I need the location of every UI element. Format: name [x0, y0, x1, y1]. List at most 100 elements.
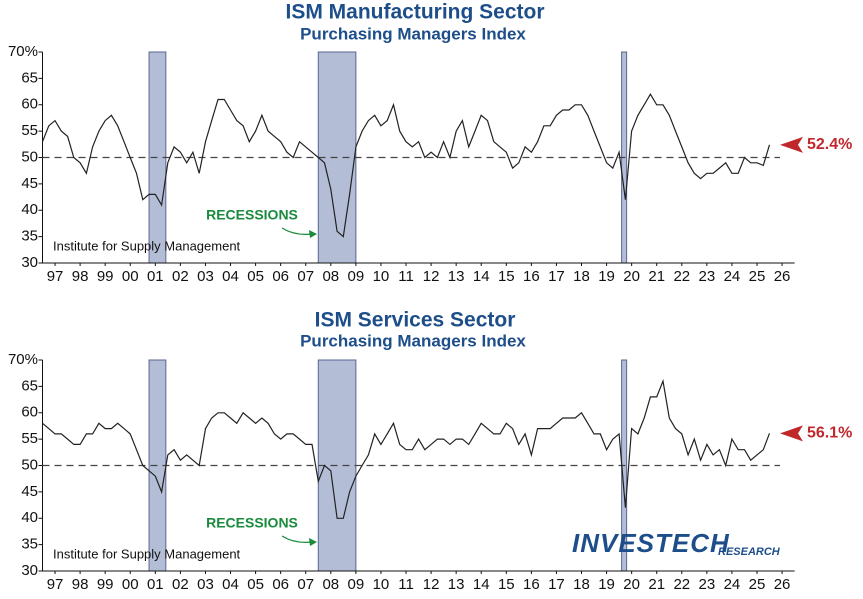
x-tick-label: 22 [673, 576, 690, 593]
y-tick-label: 55 [21, 430, 38, 447]
y-tick-label: 30 [21, 562, 38, 579]
y-tick-label: 35 [21, 228, 38, 245]
x-tick-label: 15 [498, 576, 515, 593]
x-tick-label: 26 [774, 576, 791, 593]
y-tick-label: 60 [21, 96, 38, 113]
x-tick-label: 18 [573, 268, 590, 285]
index-line [41, 93, 771, 238]
y-tick-label: 55 [21, 122, 38, 139]
recession-arrow [281, 227, 313, 236]
x-tick-label: 02 [172, 576, 189, 593]
y-tick-label: 40 [21, 509, 38, 526]
source: Institute for Supply Management [53, 238, 241, 253]
x-tick-label: 23 [699, 268, 716, 285]
x-tick-label: 24 [724, 268, 741, 285]
x-tick-label: 00 [122, 576, 139, 593]
x-tick-label: 15 [498, 268, 515, 285]
x-tick-label: 09 [348, 576, 365, 593]
x-tick-label: 10 [373, 576, 390, 593]
x-tick-label: 20 [623, 576, 640, 593]
x-tick-label: 19 [598, 576, 615, 593]
x-tick-label: 25 [749, 576, 766, 593]
recession-arrow-head [309, 538, 317, 546]
x-tick-label: 21 [648, 268, 665, 285]
x-tick-label: 98 [72, 268, 89, 285]
latest-label: 52.4% [807, 136, 852, 153]
recession-label: RECESSIONS [206, 207, 298, 223]
x-tick-label: 01 [147, 576, 164, 593]
x-tick-label: 14 [473, 268, 490, 285]
x-tick-label: 11 [398, 576, 414, 593]
latest-marker [780, 425, 803, 442]
x-tick-label: 98 [72, 576, 89, 593]
y-tick-label: 45 [21, 175, 38, 192]
y-tick-label: 40 [21, 201, 38, 218]
chart-title: ISM Services Sector [315, 309, 516, 332]
y-tick-label: 45 [21, 483, 38, 500]
chart-title: ISM Manufacturing Sector [285, 1, 544, 24]
x-tick-label: 07 [297, 576, 314, 593]
x-tick-label: 26 [774, 268, 791, 285]
x-tick-label: 06 [272, 268, 289, 285]
y-tick-label: 65 [21, 377, 38, 394]
logo-name: INVESTECH [572, 528, 730, 558]
x-tick-label: 22 [673, 268, 690, 285]
y-tick-label: 60 [21, 404, 38, 421]
x-tick-label: 17 [548, 576, 565, 593]
recession-label: RECESSIONS [206, 515, 298, 531]
x-tick-label: 09 [348, 268, 365, 285]
x-tick-label: 19 [598, 268, 615, 285]
recession-arrow [281, 535, 313, 544]
x-tick-label: 07 [297, 268, 314, 285]
logo: INVESTECH RESEARCH [572, 528, 781, 558]
x-tick-label: 14 [473, 576, 490, 593]
x-tick-label: 16 [523, 576, 540, 593]
x-tick-label: 97 [47, 576, 64, 593]
x-tick-label: 16 [523, 268, 540, 285]
x-tick-label: 01 [147, 268, 164, 285]
x-tick-label: 08 [322, 576, 339, 593]
x-tick-label: 97 [47, 268, 64, 285]
x-tick-label: 99 [97, 268, 114, 285]
logo-tagline: RESEARCH [718, 546, 781, 558]
x-tick-label: 99 [97, 576, 114, 593]
x-tick-label: 10 [373, 268, 390, 285]
x-tick-label: 05 [247, 576, 264, 593]
x-tick-label: 13 [448, 576, 465, 593]
index-line [42, 378, 771, 519]
chart-subtitle: Purchasing Managers Index [300, 331, 526, 350]
y-tick-label: 65 [21, 69, 38, 86]
x-tick-label: 04 [222, 268, 239, 285]
x-tick-label: 23 [699, 576, 716, 593]
x-tick-label: 12 [423, 268, 440, 285]
y-tick-label: 35 [21, 536, 38, 553]
x-tick-label: 06 [272, 576, 289, 593]
y-tick-label: 30 [21, 254, 38, 271]
y-tick-label: 50 [21, 148, 38, 165]
x-tick-label: 24 [724, 576, 741, 593]
x-tick-label: 11 [398, 268, 414, 285]
x-tick-label: 03 [197, 576, 214, 593]
source: Institute for Supply Management [53, 546, 241, 561]
x-tick-label: 05 [247, 268, 264, 285]
x-tick-label: 17 [548, 268, 565, 285]
x-tick-label: 04 [222, 576, 239, 593]
x-tick-label: 13 [448, 268, 465, 285]
x-tick-label: 02 [172, 268, 189, 285]
chart-subtitle: Purchasing Managers Index [300, 24, 526, 43]
x-tick-label: 25 [749, 268, 766, 285]
x-tick-label: 08 [322, 268, 339, 285]
x-tick-label: 21 [648, 576, 665, 593]
recession-arrow-head [309, 230, 317, 238]
latest-marker [780, 136, 803, 153]
x-tick-label: 00 [122, 268, 139, 285]
y-tick-label: 70% [8, 43, 38, 60]
y-tick-label: 70% [8, 351, 38, 368]
x-tick-label: 03 [197, 268, 214, 285]
x-tick-label: 12 [423, 576, 440, 593]
x-tick-label: 18 [573, 576, 590, 593]
y-tick-label: 50 [21, 456, 38, 473]
latest-label: 56.1% [807, 425, 852, 442]
x-tick-label: 20 [623, 268, 640, 285]
